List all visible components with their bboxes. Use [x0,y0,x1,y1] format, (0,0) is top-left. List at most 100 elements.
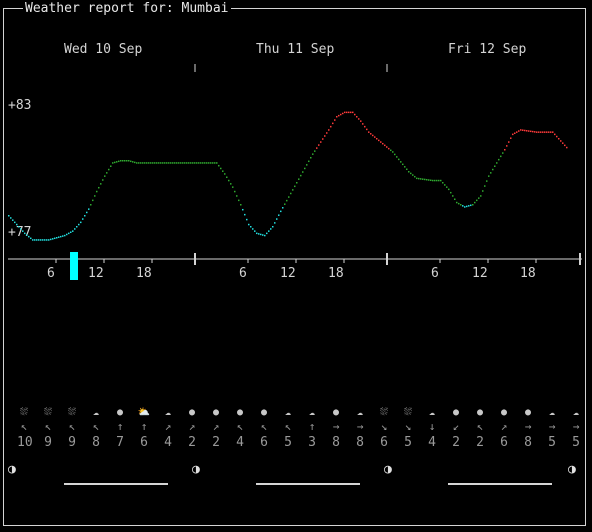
temperature-point [20,228,22,230]
temperature-point [380,141,382,143]
temperature-point [350,111,352,114]
temperature-point [374,136,376,138]
temperature-point [352,111,354,114]
temperature-point [228,179,230,182]
temperature-point [454,198,456,200]
wind-speed-value: 6 [380,435,388,450]
temperature-point [106,172,108,174]
temperature-point [196,162,198,164]
temperature-point [332,122,334,125]
temperature-point [556,135,558,138]
wind-speed-value: 6 [140,435,148,450]
temperature-point [80,221,82,224]
temperature-point [234,190,236,193]
wind-direction-arrow: → [332,420,340,433]
temperature-point [222,170,224,172]
temperature-point [218,164,220,167]
cloud-icon: ☁ [92,407,100,418]
temperature-point [434,179,436,182]
temperature-point [424,178,426,181]
wind-speed-value: 4 [428,435,436,450]
temperature-point [418,177,420,180]
temperature-point [392,151,394,153]
temperature-point [140,162,142,164]
wind-direction-arrow: ↖ [92,420,100,433]
temperature-point [382,142,384,145]
temperature-point [414,175,416,178]
temperature-point [28,235,30,238]
temperature-point [34,239,36,241]
wind-speed-value: 8 [92,435,100,450]
temperature-point [254,230,256,232]
temperature-point [496,162,498,164]
moon-icon: ◑ [8,462,16,477]
wind-speed-value: 6 [260,435,268,450]
temperature-point [130,160,132,163]
temperature-point [502,152,504,154]
temperature-point [400,161,402,163]
temperature-point [82,218,84,220]
temperature-point [510,137,512,139]
wind-direction-arrow: ↗ [500,420,508,433]
temperature-point [238,199,240,202]
temperature-point [36,239,38,241]
temperature-point [256,232,258,235]
wind-speed-value: 10 [17,435,33,450]
temperature-point [48,239,50,241]
temperature-point [44,239,46,241]
temperature-point [110,165,112,167]
temperature-point [184,162,186,164]
temperature-point [394,153,396,156]
temperature-point [200,162,202,164]
temperature-point [348,111,350,114]
temperature-point [336,116,338,118]
temperature-point [436,179,438,182]
temperature-point [268,230,270,232]
temperature-point [326,132,328,134]
hour-tick-label: 18 [136,266,152,281]
temperature-point [426,178,428,181]
wind-speed-value: 5 [404,435,412,450]
temperature-point [310,156,312,159]
cloud-icon: ☁ [164,407,172,418]
temperature-point [158,162,160,164]
temperature-point [346,111,348,114]
temperature-point [376,138,378,140]
temperature-point [410,172,412,175]
temperature-point [10,217,12,219]
temperature-point [438,179,440,182]
wind-speed-value: 3 [308,435,316,450]
wind-speed-value: 2 [212,435,220,450]
temperature-point [90,204,92,206]
hour-tick-label: 6 [47,266,55,281]
temperature-point [470,204,472,207]
temperature-point [506,145,508,147]
temperature-point [296,182,298,184]
temperature-point [324,135,326,137]
temperature-point [396,156,398,158]
temperature-point [308,160,310,163]
temperature-point [166,162,168,164]
temperature-point [314,150,316,152]
temperature-point [378,139,380,142]
temperature-point [68,232,70,235]
temperature-point [58,236,60,238]
wind-speed-value: 4 [236,435,244,450]
temperature-point [282,207,284,209]
cloud-icon: ☁ [356,407,364,418]
temp-min-label: +77 [8,225,32,240]
temperature-point [212,162,214,164]
cloud-icon: ☁ [548,407,556,418]
temperature-point [532,130,534,133]
time-cursor [70,252,78,280]
wind-speed-value: 6 [500,435,508,450]
temperature-point [518,130,520,132]
temperature-point [46,239,48,241]
temperature-point [366,128,368,131]
temperature-point [210,162,212,164]
temperature-point [302,171,304,173]
temperature-point [276,218,278,220]
temperature-point [300,174,302,177]
hour-tick-label: 12 [88,266,104,281]
temperature-point [128,160,130,162]
